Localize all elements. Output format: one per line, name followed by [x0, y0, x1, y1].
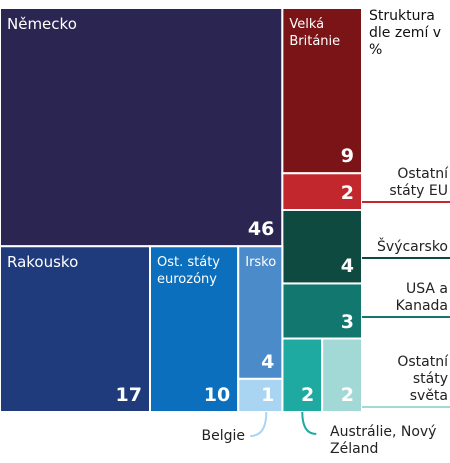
tile [0, 245, 152, 413]
tile-label: Ost. státy eurozóny [157, 255, 220, 288]
outside-label: Švýcarsko [377, 239, 448, 255]
value-label: 4 [261, 350, 275, 373]
tile [237, 377, 284, 414]
tile-label: Německo [7, 15, 77, 33]
tile-label: Velká Británie [289, 17, 341, 49]
tile [0, 7, 284, 248]
outside-label: USA a Kanada [395, 281, 448, 314]
value-label: 46 [247, 218, 275, 241]
tile [149, 245, 240, 413]
chart-title: Struktura dle zemí v % [369, 8, 442, 58]
tile [281, 7, 363, 175]
tile [321, 337, 363, 413]
tile [281, 209, 363, 285]
outside-label: Ostatní státy EU [389, 166, 448, 199]
value-label: 4 [340, 255, 354, 278]
value-label: 10 [203, 384, 231, 406]
tile-label: Rakousko [7, 253, 79, 272]
value-label: 17 [115, 384, 142, 406]
outside-label: Ostatní státy světa [397, 354, 448, 404]
value-label: 2 [300, 384, 315, 406]
value-label: 2 [340, 384, 354, 406]
value-label: 1 [261, 384, 275, 406]
tile [281, 337, 324, 413]
value-label: 3 [340, 310, 354, 333]
outside-label: Belgie [201, 428, 246, 444]
leader-line [250, 411, 268, 437]
tile [237, 245, 284, 380]
outside-label: Austrálie, Nový Zéland [330, 424, 437, 457]
leader-line [301, 411, 317, 435]
value-label: 2 [340, 182, 354, 204]
tile-label: Irsko [245, 255, 277, 271]
value-label: 9 [340, 145, 354, 168]
